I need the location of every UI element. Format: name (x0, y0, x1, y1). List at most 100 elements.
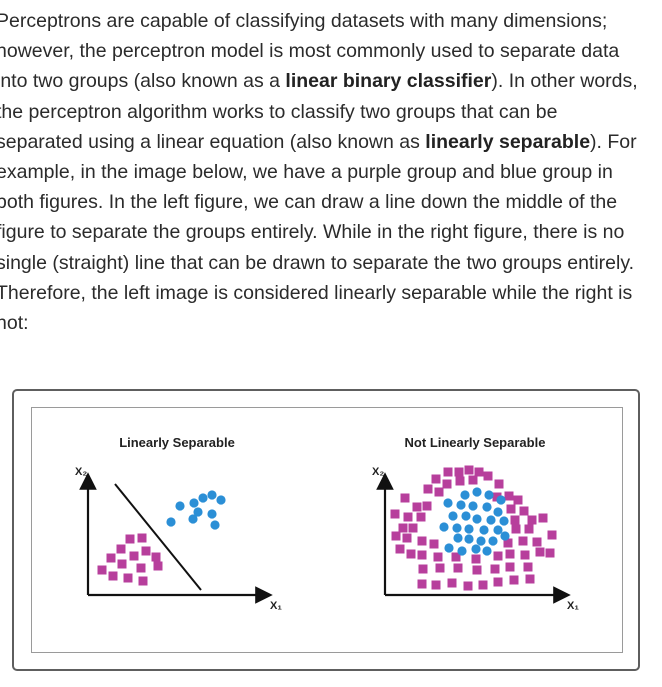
purple-square-point (390, 509, 400, 519)
purple-square-point (117, 559, 127, 569)
separating-line (114, 483, 202, 591)
left-panel-title: Linearly Separable (119, 435, 235, 450)
purple-square-point (417, 536, 427, 546)
right-y-axis-label: X₂ (372, 466, 384, 478)
purple-square-point (423, 484, 433, 494)
blue-circle-point (448, 511, 458, 521)
left-blue-group (166, 490, 226, 530)
purple-square-point (454, 467, 464, 477)
blue-circle-point (472, 514, 482, 524)
purple-square-point (138, 576, 148, 586)
purple-square-point (136, 563, 146, 573)
purple-square-point (472, 565, 482, 575)
purple-square-point (442, 479, 452, 489)
text-segment: the perceptron algorithm works to classi… (0, 100, 558, 123)
blue-circle-point (444, 543, 454, 553)
purple-square-point (535, 547, 545, 557)
purple-square-point (523, 562, 533, 572)
blue-circle-point (461, 511, 471, 521)
blue-circle-point (496, 495, 506, 505)
purple-square-point (494, 479, 504, 489)
text-segment: Perceptrons are capable of classifying d… (0, 10, 608, 32)
purple-square-point (471, 554, 481, 564)
right-blue-group (439, 487, 510, 556)
blue-circle-point (207, 509, 217, 519)
purple-square-point (545, 548, 555, 558)
purple-square-point (395, 544, 405, 554)
purple-square-point (129, 551, 139, 561)
blue-circle-point (493, 507, 503, 517)
blue-circle-point (464, 534, 474, 544)
left-panel: Linearly Separable X₂ X₁ (75, 435, 282, 612)
purple-square-point (429, 539, 439, 549)
purple-square-point (435, 563, 445, 573)
right-x-axis-label: X₁ (567, 600, 579, 612)
purple-square-point (504, 491, 514, 501)
text-segment: into two groups (also known as a (0, 70, 286, 93)
text-segment: not: (0, 312, 29, 335)
purple-square-point (455, 476, 465, 486)
purple-square-point (403, 512, 413, 522)
blue-circle-point (468, 501, 478, 511)
paragraph-line: figure to separate the groups entirely. … (0, 217, 656, 247)
blue-circle-point (166, 517, 176, 527)
text-segment: separated using a linear equation (also … (0, 130, 426, 153)
purple-square-point (137, 533, 147, 543)
figure-inner-border: Linearly Separable X₂ X₁ Not Linearly Se… (31, 407, 623, 653)
purple-square-point (474, 467, 484, 477)
left-y-axis-label: X₂ (75, 466, 87, 478)
blue-circle-point (188, 514, 198, 524)
purple-square-point (493, 551, 503, 561)
purple-square-point (511, 524, 521, 534)
purple-square-point (478, 580, 488, 590)
purple-square-point (464, 465, 474, 475)
purple-square-point (518, 536, 528, 546)
text-segment: ). In other words, (491, 70, 638, 93)
purple-square-point (125, 534, 135, 544)
paragraph-line: the perceptron algorithm works to classi… (0, 97, 656, 127)
right-purple-group (390, 465, 557, 591)
purple-square-point (151, 552, 161, 562)
purple-square-point (493, 577, 503, 587)
purple-square-point (490, 564, 500, 574)
blue-circle-point (499, 516, 509, 526)
blue-circle-point (482, 546, 492, 556)
blue-circle-point (457, 546, 467, 556)
purple-square-point (492, 492, 502, 502)
blue-circle-point (456, 500, 466, 510)
paragraph-line: Therefore, the left image is considered … (0, 278, 656, 308)
blue-circle-point (464, 524, 474, 534)
blue-circle-point (175, 501, 185, 511)
text-segment: figure to separate the groups entirely. … (0, 221, 625, 244)
purple-square-point (123, 573, 133, 583)
purple-square-point (416, 512, 426, 522)
purple-square-point (503, 538, 513, 548)
paragraph-line: single (straight) line that can be drawn… (0, 248, 656, 278)
blue-circle-point (189, 498, 199, 508)
purple-square-point (153, 561, 163, 571)
purple-square-point (402, 533, 412, 543)
purple-square-point (108, 571, 118, 581)
purple-square-point (506, 504, 516, 514)
paragraph-line: separated using a linear equation (also … (0, 127, 656, 157)
text-segment: both figures. In the left figure, we can… (0, 191, 618, 214)
blue-circle-point (500, 531, 510, 541)
blue-circle-point (453, 533, 463, 543)
purple-square-point (547, 530, 557, 540)
purple-square-point (532, 537, 542, 547)
blue-circle-point (479, 525, 489, 535)
purple-square-point (527, 515, 537, 525)
purple-square-point (398, 523, 408, 533)
purple-square-point (509, 575, 519, 585)
purple-square-point (400, 493, 410, 503)
text-segment: example, in the image below, we have a p… (0, 161, 613, 184)
purple-square-point (417, 550, 427, 560)
purple-square-point (431, 580, 441, 590)
purple-square-point (505, 549, 515, 559)
text-segment: single (straight) line that can be drawn… (0, 251, 635, 274)
paragraph-line: however, the perceptron model is most co… (0, 36, 656, 66)
scatter-figure: Linearly Separable X₂ X₁ Not Linearly Se… (75, 435, 579, 612)
purple-square-point (408, 523, 418, 533)
blue-circle-point (486, 515, 496, 525)
purple-square-point (513, 495, 523, 505)
